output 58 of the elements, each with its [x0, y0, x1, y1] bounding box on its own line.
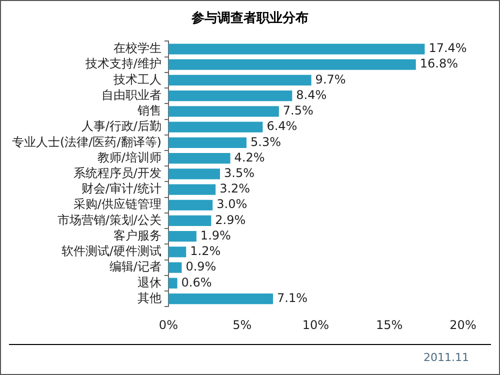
data-label: 2.9% — [215, 212, 246, 227]
data-label: 0.6% — [181, 275, 212, 290]
bar — [168, 246, 186, 258]
y-tick-label: 教师/培训师 — [97, 150, 162, 164]
bar — [168, 152, 230, 164]
chart-title: 参与调查者职业分布 — [190, 10, 310, 27]
y-tick-label: 销售 — [136, 104, 162, 118]
bar — [168, 122, 263, 132]
data-label: 3.5% — [224, 166, 254, 180]
bar — [168, 59, 416, 70]
y-tick-label: 财会/审计/统计 — [81, 182, 162, 196]
bar — [168, 262, 182, 273]
bar — [168, 74, 312, 86]
bar — [168, 200, 213, 210]
bar — [168, 215, 212, 226]
y-tick-label: 专业人士(法律/医药/翻译等) — [12, 134, 162, 149]
y-tick-label: 在校学生 — [113, 41, 162, 56]
x-tick-label: 20% — [450, 318, 476, 332]
bar — [168, 44, 425, 54]
bar — [168, 278, 178, 288]
y-tick-label: 技术工人 — [112, 72, 162, 86]
y-tick-label: 采购/供应链管理 — [73, 197, 162, 212]
y-tick-label: 自由职业者 — [101, 88, 162, 102]
y-tick-label: 客户服务 — [113, 228, 162, 242]
x-tick-label: 0% — [158, 318, 178, 332]
data-label: 1.2% — [190, 244, 221, 258]
data-label: 3.0% — [216, 197, 248, 212]
x-tick-label: 10% — [302, 318, 330, 332]
text: 2011.11 — [424, 351, 469, 364]
data-label: 3.2% — [220, 182, 250, 196]
data-label: 16.8% — [420, 56, 458, 71]
y-tick-label: 编辑/记者 — [109, 260, 162, 274]
bar — [168, 293, 274, 304]
bar — [168, 231, 196, 242]
bar — [168, 184, 216, 195]
data-label: 17.4% — [428, 41, 467, 56]
data-label: 9.7% — [315, 72, 346, 86]
data-label: 7.1% — [277, 290, 308, 305]
y-tick-label: 退休 — [137, 275, 162, 290]
y-tick-label: 技术支持/维护 — [84, 56, 162, 71]
y-tick-label: 其他 — [137, 290, 162, 305]
data-label: 7.5% — [282, 104, 314, 118]
data-label: 6.4% — [266, 119, 298, 134]
bar — [168, 106, 279, 117]
y-tick-label: 人事/行政/后勤 — [81, 119, 162, 134]
data-label: 1.9% — [200, 228, 231, 242]
bar — [168, 168, 220, 180]
data-label: 5.3% — [250, 134, 282, 149]
x-tick-label: 15% — [376, 318, 403, 332]
x-tick-label: 5% — [232, 318, 252, 332]
bar — [168, 90, 292, 102]
y-tick-label: 软件测试/硬件测试 — [61, 244, 162, 258]
data-label: 8.4% — [296, 88, 327, 102]
y-tick-label: 市场营销/策划/公关 — [57, 212, 162, 227]
bar — [168, 137, 247, 148]
data-label: 4.2% — [234, 150, 265, 164]
y-tick-label: 系统程序员/开发 — [73, 166, 162, 180]
data-label: 0.9% — [186, 260, 216, 274]
